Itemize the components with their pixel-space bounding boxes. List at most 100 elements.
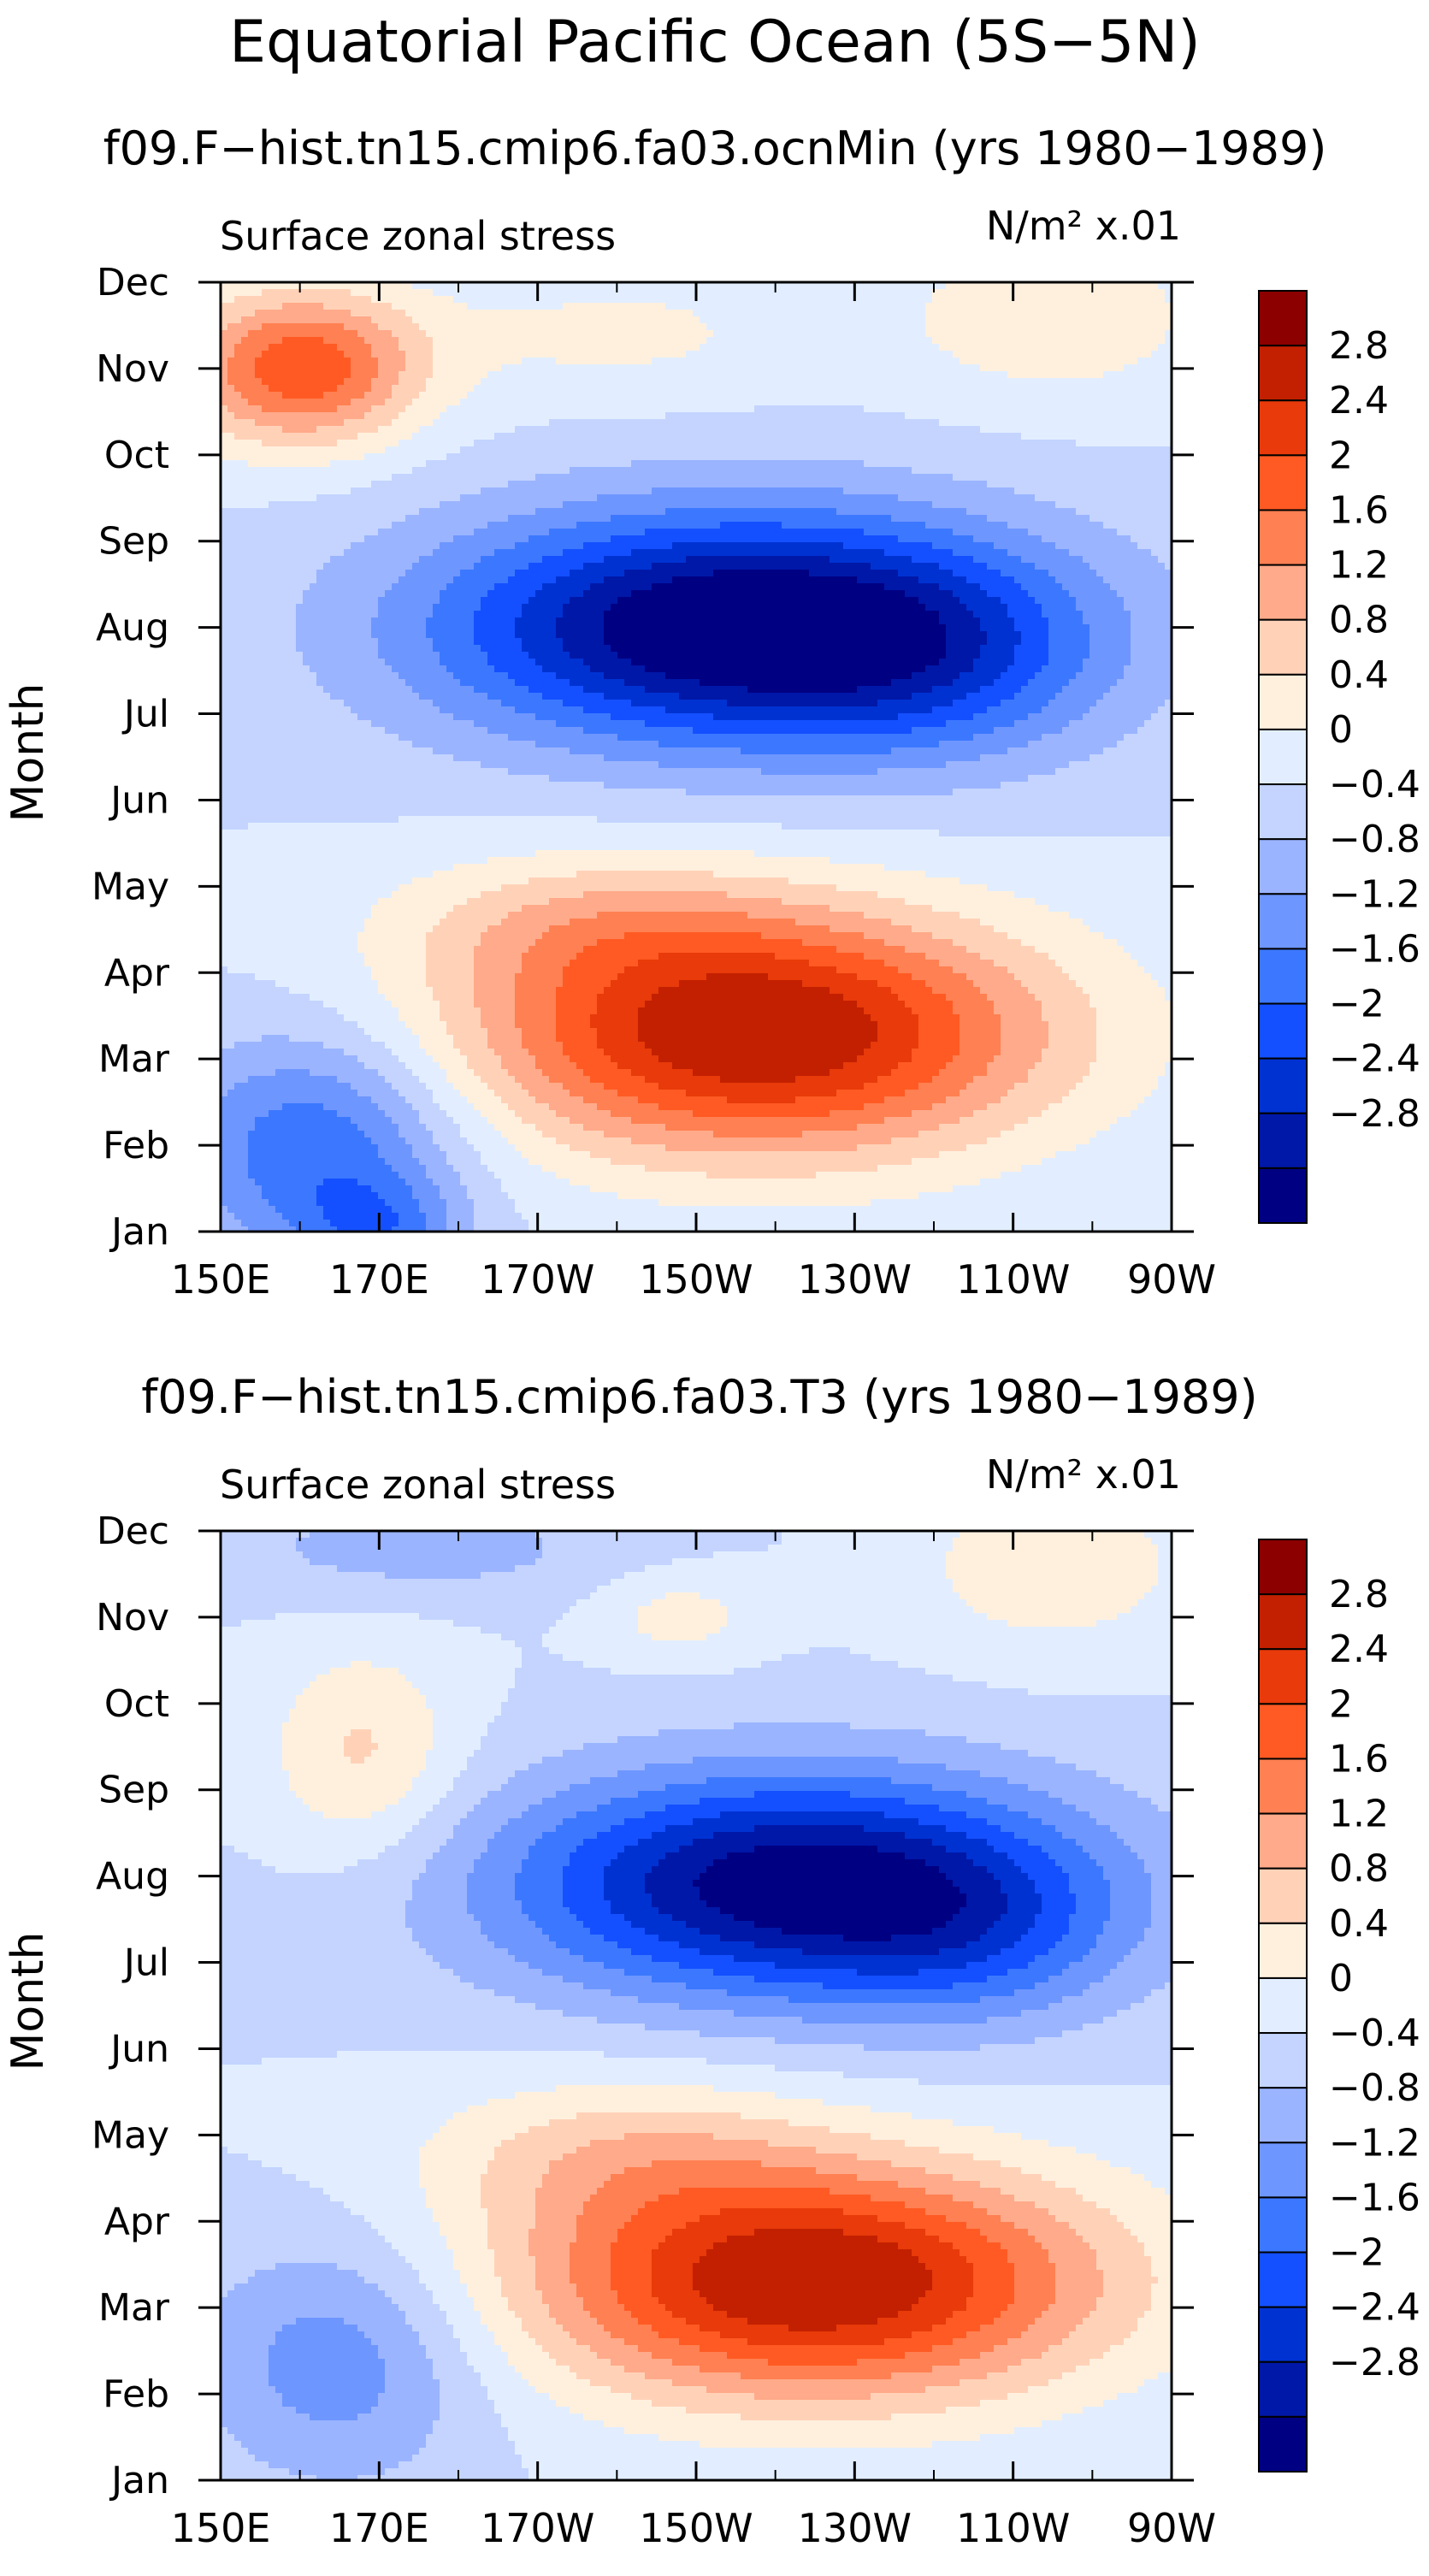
y-tick-label: Apr <box>104 2200 170 2243</box>
colorbar-label: 0.8 <box>1329 1847 1389 1891</box>
figure: Equatorial Pacific Ocean (5S−5N) f09.F−h… <box>0 0 1429 2576</box>
colorbar-box <box>1259 1978 1307 2033</box>
colorbar-box <box>1259 565 1307 620</box>
x-tick-label: 150W <box>639 1256 753 1303</box>
colorbar-label: −1.6 <box>1329 927 1420 971</box>
y-tick-label: Jun <box>108 2027 169 2071</box>
x-tick-label: 90W <box>1127 1256 1216 1303</box>
x-tick-label: 170W <box>481 2505 594 2551</box>
colorbar-box <box>1259 1539 1307 1594</box>
colorbar-box <box>1259 510 1307 564</box>
y-tick-label: Feb <box>103 1124 169 1167</box>
colorbar-box <box>1259 1704 1307 1758</box>
y-tick-label: Sep <box>98 1769 169 1812</box>
y-tick-label: Mar <box>98 2286 170 2330</box>
heatmap-area <box>221 282 1172 1232</box>
colorbar-box <box>1259 2417 1307 2472</box>
colorbar-box <box>1259 2088 1307 2142</box>
colorbar-box <box>1259 291 1307 346</box>
colorbar-box <box>1259 2142 1307 2197</box>
colorbar-box <box>1259 2197 1307 2252</box>
heatmap-area <box>221 1531 1172 2481</box>
colorbar-label: −2.4 <box>1329 1037 1420 1081</box>
x-tick-label: 170E <box>329 2505 429 2551</box>
colorbar-box <box>1259 2253 1307 2307</box>
colorbar-label: −1.2 <box>1329 872 1420 916</box>
colorbar-label: −1.6 <box>1329 2176 1420 2219</box>
colorbar-label: 2.8 <box>1329 1573 1389 1616</box>
y-tick-label: Jul <box>121 693 169 736</box>
colorbar: 2.82.421.61.20.80.40−0.4−0.8−1.2−1.6−2−2… <box>1259 1539 1420 2472</box>
colorbar-label: 0 <box>1329 708 1353 752</box>
colorbar-label: 2 <box>1329 1682 1353 1726</box>
x-tick-label: 110W <box>956 1256 1070 1303</box>
colorbar-label: 0.4 <box>1329 653 1389 697</box>
panel-t3: f09.F−hist.tn15.cmip6.fa03.T3 (yrs 1980−… <box>3 1370 1420 2551</box>
y-tick-label: Mar <box>98 1037 170 1081</box>
colorbar-box <box>1259 2033 1307 2088</box>
colorbar-box <box>1259 948 1307 1003</box>
colorbar-label: 0.8 <box>1329 599 1389 642</box>
y-tick-label: Nov <box>96 1596 169 1640</box>
y-tick-label: Jan <box>109 1210 169 1254</box>
colorbar-label: 1.6 <box>1329 1737 1389 1781</box>
y-axis-label: Month <box>3 1932 54 2071</box>
colorbar-label: 2 <box>1329 434 1353 477</box>
colorbar-box <box>1259 400 1307 455</box>
colorbar: 2.82.421.61.20.80.40−0.4−0.8−1.2−1.6−2−2… <box>1259 291 1420 1223</box>
x-tick-label: 170E <box>329 1256 429 1303</box>
colorbar-label: −0.4 <box>1329 2012 1420 2055</box>
colorbar-label: −2.8 <box>1329 1092 1420 1136</box>
y-tick-label: Jul <box>121 1941 169 1985</box>
colorbar-box <box>1259 730 1307 784</box>
colorbar-box <box>1259 894 1307 948</box>
panel-title: f09.F−hist.tn15.cmip6.fa03.ocnMin (yrs 1… <box>103 121 1327 175</box>
colorbar-label: 2.8 <box>1329 324 1389 368</box>
colorbar-box <box>1259 675 1307 730</box>
x-tick-label: 130W <box>798 2505 912 2551</box>
colorbar-box <box>1259 1649 1307 1704</box>
colorbar-label: −2 <box>1329 2231 1385 2275</box>
y-tick-label: Nov <box>96 347 169 391</box>
colorbar-box <box>1259 1168 1307 1223</box>
x-tick-label: 150W <box>639 2505 753 2551</box>
y-tick-label: Feb <box>103 2372 169 2416</box>
colorbar-box <box>1259 1059 1307 1114</box>
y-tick-label: Sep <box>98 520 169 564</box>
colorbar-box <box>1259 1923 1307 1978</box>
colorbar-label: −2.4 <box>1329 2286 1420 2330</box>
y-tick-label: Apr <box>104 951 170 995</box>
panel-title: f09.F−hist.tn15.cmip6.fa03.T3 (yrs 1980−… <box>141 1370 1257 1424</box>
colorbar-label: −0.4 <box>1329 763 1420 806</box>
x-tick-label: 130W <box>798 1256 912 1303</box>
y-tick-label: Jan <box>109 2459 169 2502</box>
y-tick-label: Oct <box>104 434 169 477</box>
x-tick-label: 170W <box>481 1256 594 1303</box>
y-tick-label: Dec <box>97 261 169 304</box>
y-tick-label: Jun <box>108 778 169 822</box>
colorbar-label: −2.8 <box>1329 2341 1420 2384</box>
colorbar-box <box>1259 1004 1307 1059</box>
x-tick-label: 150E <box>171 2505 271 2551</box>
colorbar-label: 1.6 <box>1329 488 1389 532</box>
colorbar-box <box>1259 620 1307 675</box>
colorbar-box <box>1259 1594 1307 1649</box>
colorbar-box <box>1259 1114 1307 1168</box>
colorbar-label: 2.4 <box>1329 379 1389 422</box>
colorbar-label: 2.4 <box>1329 1628 1389 1671</box>
y-tick-label: Aug <box>96 1855 169 1899</box>
colorbar-box <box>1259 1758 1307 1813</box>
y-axis-label: Month <box>3 683 54 823</box>
colorbar-box <box>1259 455 1307 510</box>
colorbar-box <box>1259 346 1307 400</box>
colorbar-label: −0.8 <box>1329 818 1420 861</box>
colorbar-box <box>1259 784 1307 839</box>
x-tick-label: 110W <box>956 2505 1070 2551</box>
units-label: N/m² x.01 <box>986 1451 1181 1498</box>
y-tick-label: Dec <box>97 1510 169 1553</box>
colorbar-label: 0 <box>1329 1957 1353 2000</box>
y-tick-label: May <box>92 2113 169 2157</box>
y-tick-label: Oct <box>104 1682 169 1726</box>
variable-label: Surface zonal stress <box>220 213 616 259</box>
colorbar-label: 0.4 <box>1329 1902 1389 1946</box>
